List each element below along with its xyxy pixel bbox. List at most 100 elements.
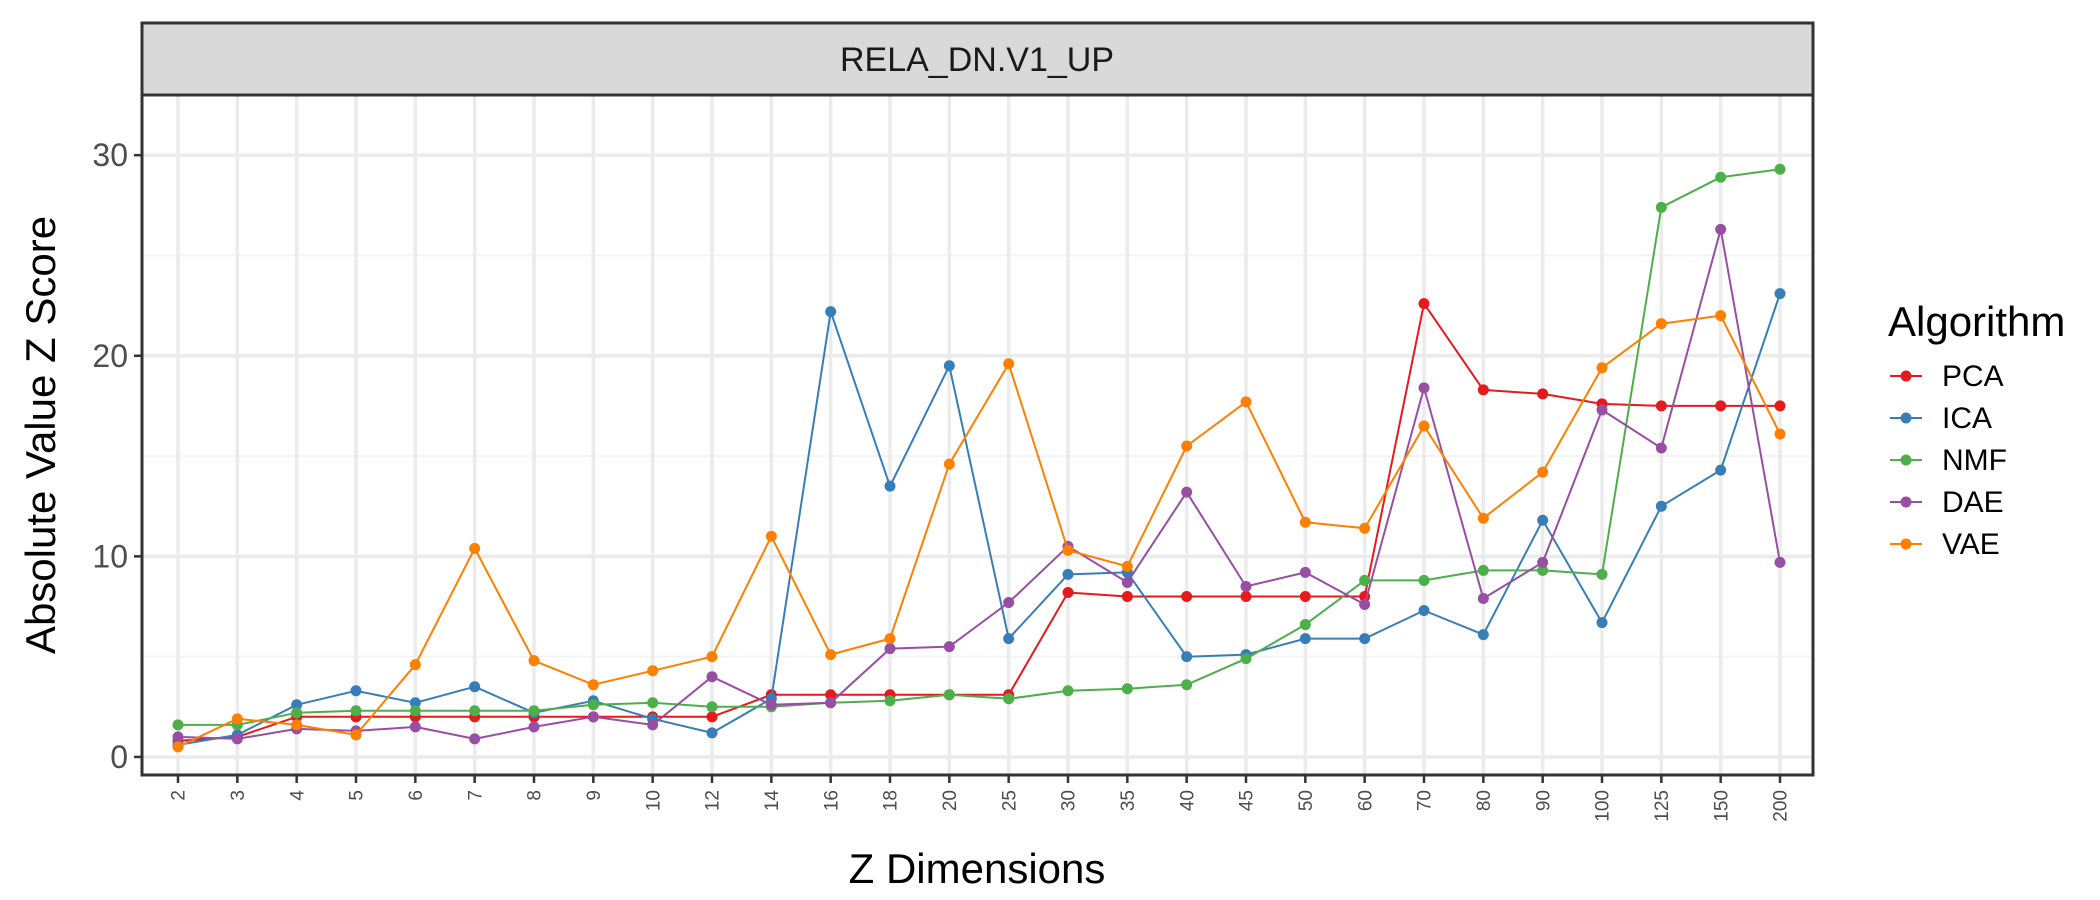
data-point-ica — [409, 697, 421, 709]
data-point-nmf — [291, 707, 303, 719]
data-point-dae — [528, 721, 540, 733]
data-point-vae — [884, 633, 896, 645]
legend-item-dae: DAE — [1890, 486, 2004, 519]
data-point-ica — [1477, 629, 1489, 641]
data-point-ica — [706, 727, 718, 739]
x-tick-label: 2 — [169, 790, 190, 801]
data-point-nmf — [1003, 693, 1015, 705]
data-point-dae — [1537, 556, 1549, 568]
data-point-vae — [1774, 428, 1786, 440]
data-point-pca — [1418, 298, 1430, 310]
series-line-ica — [177, 293, 1781, 746]
data-point-nmf — [469, 705, 481, 717]
x-tick-label: 12 — [703, 790, 724, 811]
legend-item-ica: ICA — [1890, 402, 1992, 435]
x-tick-label: 150 — [1711, 790, 1732, 822]
data-point-vae — [587, 679, 599, 691]
legend-key-point — [1900, 370, 1912, 382]
data-point-ica — [1655, 500, 1667, 512]
data-point-nmf — [1774, 163, 1786, 175]
x-tick-label: 14 — [762, 790, 783, 812]
x-tick-label: 35 — [1118, 790, 1139, 811]
x-tick-label: 4 — [287, 790, 308, 801]
data-point-pca — [1181, 590, 1193, 602]
legend-key-point — [1900, 538, 1912, 550]
data-point-vae — [1003, 358, 1015, 370]
data-point-nmf — [647, 697, 659, 709]
data-point-nmf — [1477, 564, 1489, 576]
x-tick-label: 30 — [1059, 790, 1080, 811]
data-point-pca — [1537, 388, 1549, 400]
data-point-dae — [706, 671, 718, 683]
x-tick-label: 60 — [1355, 790, 1376, 811]
x-tick-label: 125 — [1652, 790, 1673, 822]
data-point-vae — [1537, 466, 1549, 478]
data-point-vae — [1299, 516, 1311, 528]
data-point-dae — [647, 719, 659, 731]
legend-item-pca: PCA — [1890, 360, 2004, 393]
data-point-ica — [943, 360, 955, 372]
legend-label: ICA — [1942, 402, 1992, 435]
data-point-pca — [706, 711, 718, 723]
x-tick-label: 20 — [940, 790, 961, 811]
data-point-ica — [1715, 464, 1727, 476]
data-point-dae — [409, 721, 421, 733]
data-point-pca — [1477, 384, 1489, 396]
data-point-nmf — [706, 701, 718, 713]
legend-key-point — [1900, 496, 1912, 508]
data-point-vae — [1596, 362, 1608, 374]
data-point-ica — [1359, 633, 1371, 645]
data-point-pca — [1121, 590, 1133, 602]
series-line-nmf — [178, 168, 1781, 726]
data-point-ica — [1418, 605, 1430, 617]
x-tick-label: 7 — [465, 790, 486, 801]
facet-title: RELA_DN.V1_UP — [840, 41, 1114, 79]
legend-key-point — [1900, 412, 1912, 424]
x-tick-label: 200 — [1771, 790, 1792, 822]
data-point-ica — [1181, 651, 1193, 663]
data-point-vae — [706, 651, 718, 663]
legend-label: DAE — [1942, 486, 2004, 519]
x-tick-label: 5 — [347, 790, 368, 801]
plot-panel-border — [140, 93, 1815, 777]
x-tick-label: 18 — [881, 790, 902, 811]
data-point-ica — [350, 685, 362, 697]
data-point-dae — [469, 733, 481, 745]
data-point-nmf — [350, 705, 362, 717]
data-point-nmf — [1715, 171, 1727, 183]
y-axis-title: Absolute Value Z Score — [17, 216, 64, 654]
x-tick-label: 90 — [1533, 790, 1554, 811]
series-vae — [172, 310, 1786, 753]
facet-strip-background — [140, 21, 1815, 97]
data-point-pca — [1774, 400, 1786, 412]
data-point-nmf — [884, 695, 896, 707]
data-point-nmf — [1240, 653, 1252, 665]
data-point-vae — [469, 542, 481, 554]
series-dae — [172, 223, 1786, 745]
data-point-ica — [1774, 288, 1786, 300]
data-point-vae — [291, 719, 303, 731]
data-point-dae — [1299, 566, 1311, 578]
data-point-vae — [1359, 522, 1371, 534]
data-point-vae — [1655, 318, 1667, 330]
data-point-vae — [647, 665, 659, 677]
data-point-dae — [1477, 592, 1489, 604]
legend-title: Algorithm — [1888, 298, 2065, 345]
data-point-pca — [1062, 586, 1074, 598]
data-point-vae — [528, 655, 540, 667]
plot-grid — [142, 95, 1813, 775]
legend-label: PCA — [1942, 360, 2004, 393]
data-point-dae — [1181, 486, 1193, 498]
data-point-vae — [1240, 396, 1252, 408]
data-point-nmf — [1299, 619, 1311, 631]
legend: Algorithm PCA ICA NMF DAE VAE — [1888, 298, 2065, 561]
data-point-vae — [1418, 420, 1430, 432]
data-point-vae — [1181, 440, 1193, 452]
data-point-ica — [884, 480, 896, 492]
x-tick-label: 9 — [584, 790, 605, 801]
data-point-nmf — [1121, 683, 1133, 695]
data-point-nmf — [528, 705, 540, 717]
x-tick-label: 80 — [1474, 790, 1495, 811]
data-point-dae — [1418, 382, 1430, 394]
